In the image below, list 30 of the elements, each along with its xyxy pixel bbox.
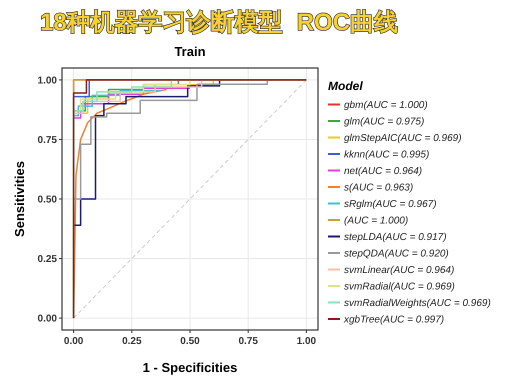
y-tick-label: 1.00: [38, 75, 58, 86]
legend-label: sRglm(AUC = 0.967): [344, 199, 437, 210]
y-tick-label: 0.50: [38, 194, 58, 206]
legend-label: glm(AUC = 0.975): [344, 116, 424, 128]
legend-label: glmStepAIC(AUC = 0.969): [344, 133, 462, 144]
text: ROC曲线: [296, 9, 398, 36]
legend-title: Model: [328, 79, 364, 93]
y-tick-label: 0.75: [38, 134, 58, 146]
x-tick-label: 0.00: [64, 336, 84, 347]
legend-label: kknn(AUC = 0.995): [344, 150, 430, 160]
legend-label: svmLinear(AUC = 0.964): [344, 265, 454, 276]
x-tick-label: 0.50: [180, 336, 200, 347]
x-tick-label: 1.00: [296, 336, 317, 347]
legend-label: s(AUC = 0.963): [344, 182, 414, 194]
legend-label: (AUC = 1.000): [344, 216, 408, 226]
y-tick-label: 0.25: [38, 254, 58, 266]
legend-label: net(AUC = 0.964): [344, 166, 422, 177]
x-tick-label: 0.25: [122, 336, 142, 347]
text: 18种机器学习诊断模型: [40, 9, 283, 36]
legend-label: svmRadialWeights(AUC = 0.969): [344, 298, 491, 309]
legend-label: xgbTree(AUC = 0.997): [343, 314, 444, 326]
legend-label: stepQDA(AUC = 0.920): [344, 248, 449, 260]
x-axis-title: 1 - Specificities: [142, 360, 238, 375]
chart-title: Train: [174, 44, 206, 59]
y-axis-title: Sensitivities: [12, 161, 27, 237]
x-tick-label: 0.75: [238, 336, 258, 347]
legend-label: stepLDA(AUC = 0.917): [344, 232, 447, 243]
y-tick-label: 0.00: [38, 314, 58, 325]
legend-label: svmRadial(AUC = 0.969): [344, 282, 455, 292]
legend-label: gbm(AUC = 1.000): [344, 100, 428, 111]
